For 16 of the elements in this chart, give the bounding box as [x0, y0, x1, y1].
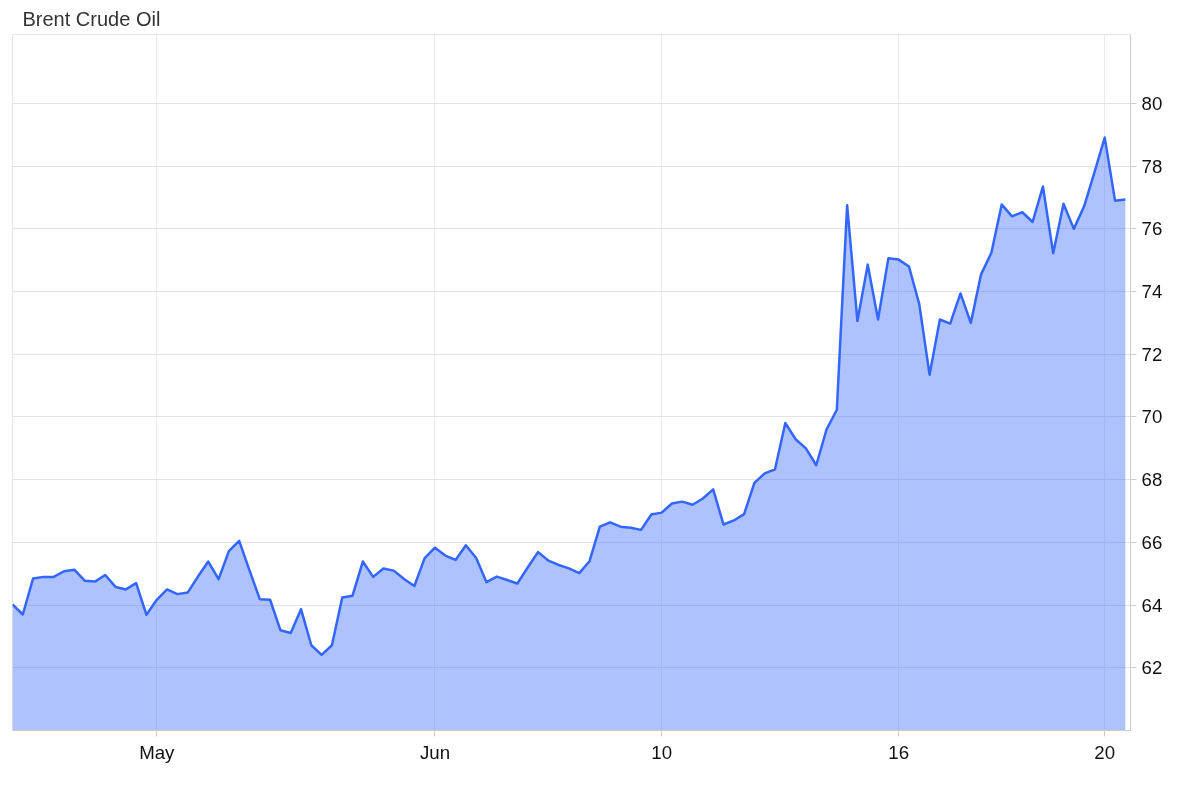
- chart-title: Brent Crude Oil: [22, 7, 161, 30]
- x-tick-label: May: [139, 741, 176, 763]
- x-tick-label: Jun: [419, 741, 451, 763]
- y-tick-label: 64: [1141, 594, 1163, 616]
- y-tick-label: 66: [1141, 531, 1163, 553]
- y-tick-label: 74: [1141, 281, 1163, 303]
- x-tick-label: 20: [1094, 741, 1116, 763]
- y-tick-label: 72: [1141, 343, 1163, 365]
- y-tick-label: 62: [1141, 657, 1163, 679]
- x-tick-label: 10: [651, 741, 673, 763]
- y-tick-label: 70: [1141, 406, 1163, 428]
- y-tick-label: 80: [1141, 92, 1163, 114]
- y-tick-label: 78: [1141, 155, 1163, 177]
- x-tick-label: 16: [888, 741, 910, 763]
- y-tick-label: 76: [1141, 218, 1163, 240]
- y-tick-label: 68: [1141, 469, 1163, 491]
